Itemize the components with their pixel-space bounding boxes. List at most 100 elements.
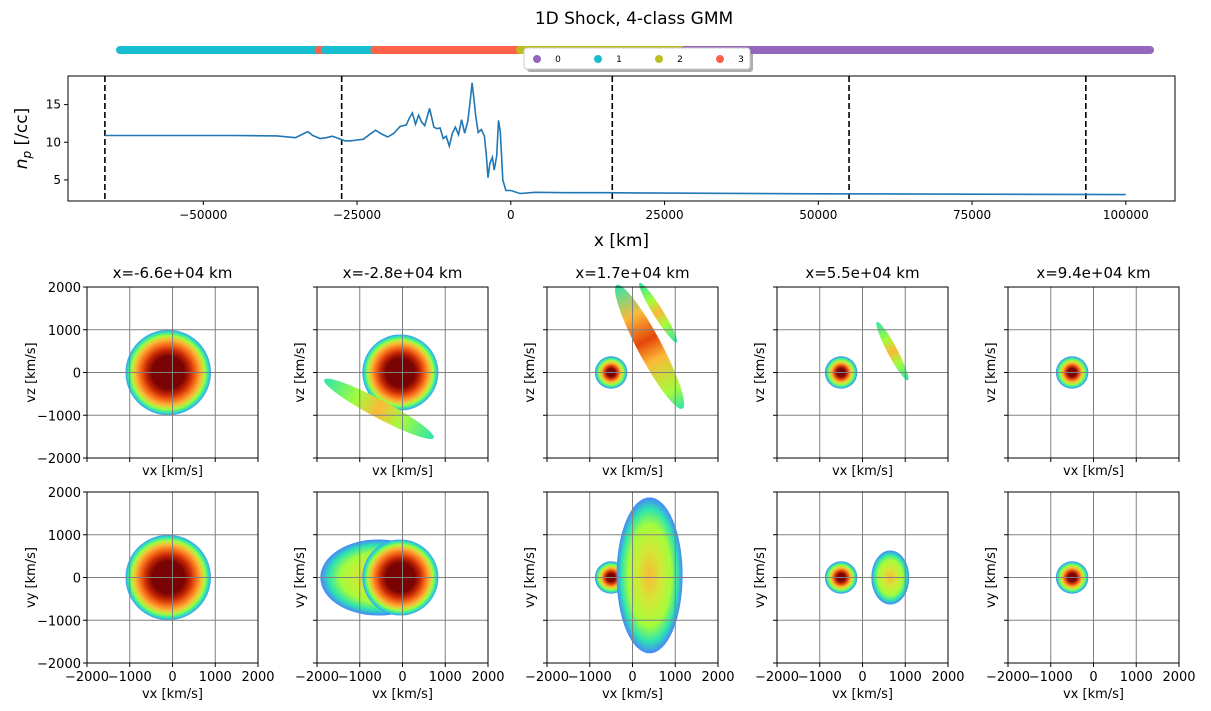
- panel-ylabel: vz [km/s]: [753, 342, 768, 402]
- vdist-panel-r1-c2: −2000−1000 0 1000 2000 vx [km/s] vy [km/s]: [523, 491, 735, 702]
- panel-xtick-label: 2000: [241, 670, 274, 685]
- panel-xtick-label: 2000: [931, 670, 964, 685]
- panel-xtick-label: −2000: [295, 670, 339, 685]
- panel-xtick-label: −2000: [65, 670, 109, 685]
- panel-xlabel: vx [km/s]: [832, 464, 893, 479]
- legend-marker-0: [533, 55, 541, 63]
- panel-xlabel: vx [km/s]: [372, 687, 433, 702]
- vdist-panel-r1-c1: −2000−1000 0 1000 2000 vx [km/s] vy [km/s]: [293, 491, 505, 702]
- vdist-panel-r0-c1: vx [km/s] vz [km/s]: [293, 286, 489, 479]
- panel-xtick-label: 0: [168, 670, 176, 685]
- vdist-panel-r0-c4: vx [km/s] vz [km/s]: [984, 286, 1180, 479]
- panel-ytick-label: 1000: [48, 529, 81, 544]
- panel-xtick-label: −1000: [798, 670, 842, 685]
- legend-box: [523, 47, 751, 70]
- panel-ylabel: vz [km/s]: [523, 342, 538, 402]
- panel-title-4: x=9.4e+04 km: [1036, 264, 1150, 282]
- legend-label-2: 2: [677, 55, 683, 65]
- panel-xlabel: vx [km/s]: [142, 687, 203, 702]
- panel-xlabel: vx [km/s]: [602, 464, 663, 479]
- panel-xlabel: vx [km/s]: [1063, 687, 1124, 702]
- density-xlabel: x [km]: [594, 231, 649, 251]
- reflected-beam-blob: [324, 378, 434, 440]
- panel-ylabel: vz [km/s]: [293, 342, 308, 402]
- panel-xlabel: vx [km/s]: [832, 687, 893, 702]
- panel-title-3: x=5.5e+04 km: [805, 264, 919, 282]
- panel-ytick-label: 0: [73, 572, 81, 587]
- panel-ylabel: vy [km/s]: [523, 547, 538, 608]
- panel-xlabel: vx [km/s]: [142, 464, 203, 479]
- panel-xtick-label: −2000: [525, 670, 569, 685]
- panel-ytick-label: 2000: [48, 486, 81, 501]
- panel-ylabel: vy [km/s]: [24, 547, 39, 608]
- panel-xtick-label: 1000: [199, 670, 232, 685]
- panel-ytick-label: 1000: [48, 324, 81, 339]
- panel-ytick-label: −2000: [37, 657, 81, 672]
- panel-xtick-label: −1000: [338, 670, 382, 685]
- panel-xtick-label: 2000: [471, 670, 504, 685]
- legend-marker-2: [655, 55, 663, 63]
- panel-xlabel: vx [km/s]: [602, 687, 663, 702]
- class-legend: 0 1 2 3: [523, 47, 753, 72]
- panel-xtick-label: 1000: [889, 670, 922, 685]
- density-xtick-label: 100000: [1103, 208, 1149, 222]
- vdist-panel-r0-c3: vx [km/s] vz [km/s]: [753, 286, 949, 479]
- density-xtick-label: −50000: [179, 208, 227, 222]
- panel-xtick-label: −2000: [986, 670, 1030, 685]
- panel-ylabel: vy [km/s]: [984, 547, 999, 608]
- density-xtick-label: 50000: [799, 208, 837, 222]
- panel-xtick-label: 0: [398, 670, 406, 685]
- panel-xtick-label: −1000: [108, 670, 152, 685]
- vdist-panel-r1-c3: −2000−1000 0 1000 2000 vx [km/s] vy [km/s]: [753, 491, 965, 702]
- panel-ytick-label: 0: [73, 367, 81, 382]
- density-ytick-label: 5: [53, 173, 61, 187]
- panel-title-2: x=1.7e+04 km: [575, 264, 689, 282]
- panel-ytick-label: −2000: [37, 452, 81, 467]
- panel-title-1: x=-2.8e+04 km: [343, 264, 463, 282]
- panel-xtick-label: 2000: [701, 670, 734, 685]
- panel-ylabel: vy [km/s]: [293, 547, 308, 608]
- legend-marker-1: [594, 55, 602, 63]
- panel-xtick-label: −1000: [568, 670, 612, 685]
- panel-xtick-label: −2000: [755, 670, 799, 685]
- density-xtick-label: 0: [507, 208, 515, 222]
- panel-xtick-label: 2000: [1162, 670, 1195, 685]
- density-plot: −50000 −25000 0 25000 50000 75000 100000 5 10 15 x…: [12, 75, 1176, 251]
- density-xtick-label: 75000: [953, 208, 991, 222]
- vdist-panel-r1-c0: −2000−2000−1000−1000001000100020002000vx…: [24, 486, 275, 702]
- panel-xtick-label: 0: [628, 670, 636, 685]
- panel-xtick-label: 1000: [659, 670, 692, 685]
- vdist-panel-r1-c4: −2000−1000 0 1000 2000 vx [km/s] vy [km/s]: [984, 491, 1196, 702]
- legend-label-3: 3: [738, 55, 744, 65]
- vdist-panel-r0-c0: −2000 −1000 0 1000 2000 vx [km/s] vz [km/s]: [24, 281, 259, 479]
- legend-marker-3: [716, 55, 724, 63]
- figure-title: 1D Shock, 4-class GMM: [535, 9, 733, 29]
- panel-xlabel: vx [km/s]: [372, 464, 433, 479]
- density-ylabel: np [/cc]: [12, 108, 34, 170]
- panel-ytick-label: −1000: [37, 614, 81, 629]
- beam-blob: [876, 321, 909, 381]
- panel-ytick-label: 2000: [48, 281, 81, 296]
- panel-xtick-label: 1000: [429, 670, 462, 685]
- panel-xtick-label: 0: [858, 670, 866, 685]
- panel-title-0: x=-6.6e+04 km: [113, 264, 233, 282]
- legend-label-1: 1: [616, 55, 622, 65]
- vdist-panel-r0-c2: vx [km/s] vz [km/s]: [523, 282, 719, 479]
- density-series-line: [104, 82, 1126, 196]
- panel-xtick-label: 0: [1089, 670, 1097, 685]
- density-axes-frame: [67, 75, 1176, 202]
- density-ytick-label: 15: [46, 98, 61, 112]
- panel-xlabel: vx [km/s]: [1063, 464, 1124, 479]
- gyrating-shell-blob: [616, 497, 683, 654]
- shock-beam-tail-blob: [639, 282, 678, 343]
- panel-ytick-label: −1000: [37, 409, 81, 424]
- panel-xtick-label: 1000: [1120, 670, 1153, 685]
- density-xtick-label: −25000: [333, 208, 381, 222]
- panel-ylabel: vy [km/s]: [753, 547, 768, 608]
- density-ytick-label: 10: [46, 135, 61, 149]
- density-xtick-label: 25000: [645, 208, 683, 222]
- legend-label-0: 0: [555, 55, 561, 65]
- panel-xtick-label: −1000: [1029, 670, 1073, 685]
